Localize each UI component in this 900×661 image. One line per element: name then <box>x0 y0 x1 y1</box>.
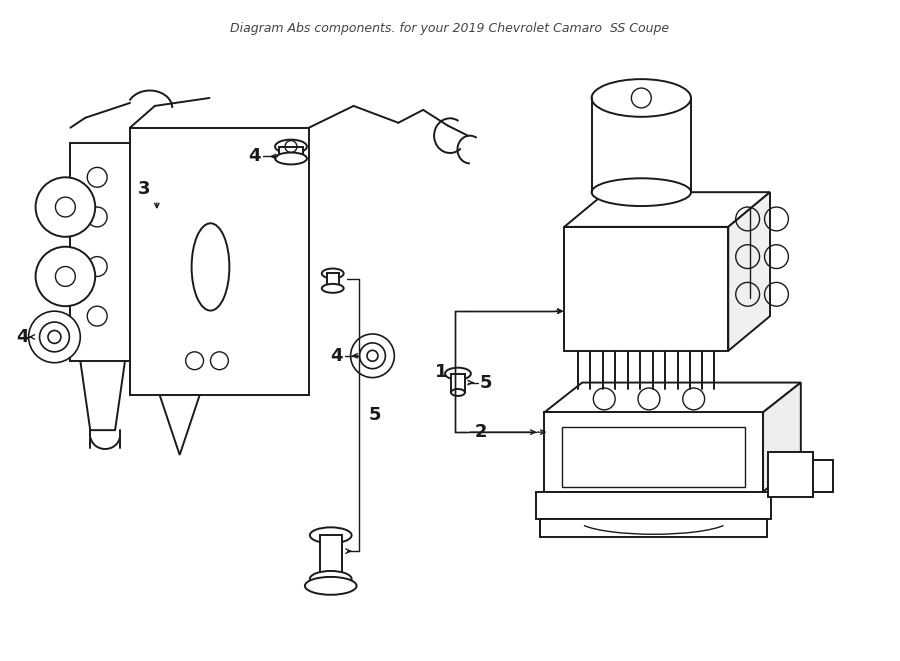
Circle shape <box>29 311 80 363</box>
Text: 5: 5 <box>368 407 381 424</box>
Ellipse shape <box>275 139 307 153</box>
Ellipse shape <box>305 577 356 595</box>
Bar <box>279 147 303 159</box>
Bar <box>768 452 813 496</box>
Bar <box>451 373 465 393</box>
Bar <box>130 128 309 395</box>
Polygon shape <box>728 192 770 351</box>
Bar <box>813 460 833 492</box>
Text: 5: 5 <box>480 373 492 391</box>
Ellipse shape <box>451 389 465 396</box>
Ellipse shape <box>310 527 352 543</box>
Ellipse shape <box>310 571 352 587</box>
Text: 2: 2 <box>475 423 487 441</box>
Ellipse shape <box>445 368 471 379</box>
Text: 1: 1 <box>435 363 447 381</box>
Circle shape <box>351 334 394 377</box>
Polygon shape <box>564 192 770 227</box>
Circle shape <box>211 352 229 369</box>
Bar <box>320 535 342 579</box>
Bar <box>327 274 338 288</box>
Text: 3: 3 <box>138 180 150 198</box>
Polygon shape <box>763 383 801 492</box>
Text: Diagram Abs components. for your 2019 Chevrolet Camaro  SS Coupe: Diagram Abs components. for your 2019 Ch… <box>230 22 670 36</box>
Text: 4: 4 <box>248 147 261 165</box>
Text: 4: 4 <box>330 347 343 365</box>
Ellipse shape <box>322 268 344 278</box>
Text: 4: 4 <box>16 328 29 346</box>
Ellipse shape <box>591 178 691 206</box>
Circle shape <box>36 177 95 237</box>
Polygon shape <box>544 412 763 492</box>
Bar <box>562 427 745 486</box>
Ellipse shape <box>322 284 344 293</box>
Ellipse shape <box>591 79 691 117</box>
Polygon shape <box>544 383 801 412</box>
Polygon shape <box>553 387 788 412</box>
Bar <box>536 492 771 520</box>
Bar <box>540 520 767 537</box>
Bar <box>70 143 130 361</box>
Ellipse shape <box>275 153 307 165</box>
Polygon shape <box>564 227 728 351</box>
Circle shape <box>185 352 203 369</box>
Ellipse shape <box>192 223 230 311</box>
Circle shape <box>36 247 95 306</box>
